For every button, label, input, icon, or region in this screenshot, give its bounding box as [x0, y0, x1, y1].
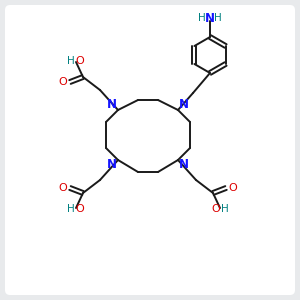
Text: N: N — [179, 158, 189, 172]
Text: H: H — [67, 204, 75, 214]
Text: O: O — [58, 77, 68, 87]
Text: N: N — [107, 158, 117, 172]
Text: N: N — [179, 98, 189, 112]
Text: O: O — [58, 183, 68, 193]
FancyBboxPatch shape — [5, 5, 295, 295]
Text: O: O — [212, 204, 220, 214]
Text: H: H — [198, 13, 206, 23]
Text: O: O — [229, 183, 237, 193]
Text: N: N — [205, 11, 215, 25]
Text: O: O — [76, 204, 84, 214]
Text: O: O — [76, 56, 84, 66]
Text: H: H — [214, 13, 222, 23]
Text: H: H — [221, 204, 229, 214]
Text: H: H — [67, 56, 75, 66]
Text: N: N — [107, 98, 117, 112]
